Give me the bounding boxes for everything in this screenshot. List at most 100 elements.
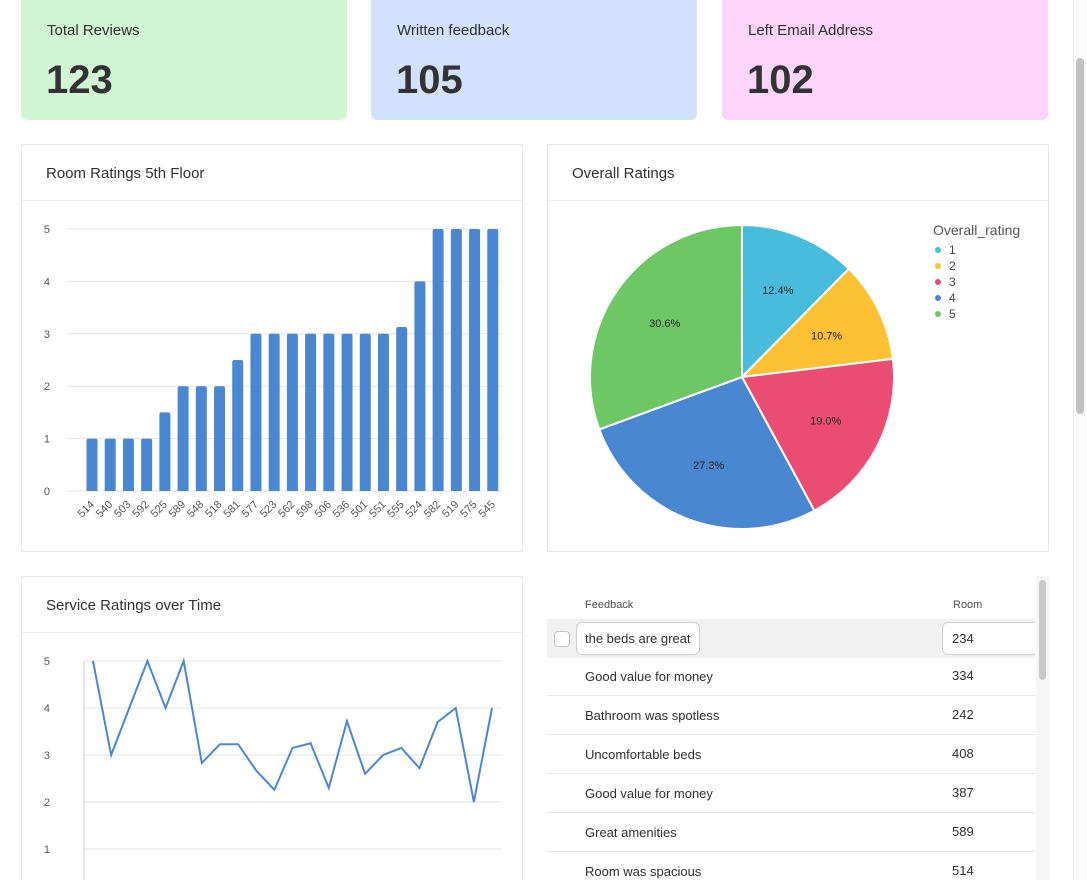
- legend-entry: 1: [949, 243, 956, 257]
- legend-marker: [935, 295, 941, 301]
- slice-label: 27.3%: [693, 460, 724, 472]
- pie-slice: [741, 223, 851, 380]
- room-cell[interactable]: 234: [942, 622, 1035, 655]
- x-tick-label: 581: [221, 499, 242, 520]
- bar: [469, 229, 481, 491]
- bar: [341, 333, 353, 491]
- legend-entry: 5: [949, 307, 956, 321]
- pie-slice: [740, 357, 895, 513]
- panel-divider: [22, 632, 522, 633]
- x-tick-label: 501: [349, 499, 370, 520]
- feedback-cell: Great amenities: [585, 825, 677, 840]
- column-header-room[interactable]: Room: [953, 599, 983, 611]
- slice-label: 30.6%: [649, 318, 680, 330]
- stat-value: 102: [747, 58, 814, 102]
- stat-card-written-feedback: Written feedback 105: [371, 0, 697, 120]
- stat-label: Left Email Address: [748, 22, 874, 39]
- pie-slice: [589, 223, 743, 431]
- table-row[interactable]: the beds are great 234: [547, 619, 1035, 658]
- bar: [268, 333, 280, 491]
- table-row[interactable]: Bathroom was spotless 242: [547, 696, 1035, 735]
- feedback-table: Feedback Room the beds are great 234 Goo…: [547, 576, 1049, 880]
- x-tick-label: 592: [130, 499, 151, 520]
- room-cell: 408: [952, 746, 974, 761]
- legend-title: Overall_rating: [933, 222, 1020, 238]
- overall-ratings-panel: Overall Ratings 12.4% 10.7% 19.0% 27.3% 30.6…: [547, 144, 1049, 552]
- x-tick-label: 536: [331, 499, 352, 520]
- y-tick-label: 5: [44, 656, 50, 668]
- legend-entry: 3: [949, 275, 956, 289]
- bar: [305, 333, 317, 491]
- x-tick-label: 519: [440, 499, 461, 520]
- legend-marker: [935, 247, 941, 253]
- room-ratings-chart: 0123455145405035925255895485185815775235…: [44, 224, 502, 520]
- feedback-cell: Bathroom was spotless: [585, 708, 720, 723]
- bar: [359, 333, 371, 491]
- bar: [323, 333, 335, 491]
- y-tick-label: 2: [44, 797, 50, 809]
- table-row[interactable]: Great amenities 589: [547, 813, 1035, 852]
- x-tick-label: 506: [312, 499, 333, 520]
- x-tick-label: 545: [476, 499, 497, 520]
- feedback-cell[interactable]: the beds are great: [576, 622, 700, 655]
- x-tick-label: 577: [240, 499, 261, 520]
- bar: [377, 333, 389, 491]
- table-scrollbar-thumb[interactable]: [1039, 580, 1046, 680]
- bar: [159, 412, 171, 491]
- stat-label: Written feedback: [397, 22, 510, 39]
- bar: [214, 386, 226, 491]
- bar: [177, 386, 189, 491]
- x-tick-label: 540: [94, 499, 115, 520]
- bar: [414, 281, 426, 491]
- bar: [141, 438, 153, 491]
- overall-ratings-chart: 12.4% 10.7% 19.0% 27.3% 30.6% Overall_rating 1…: [589, 222, 1020, 530]
- feedback-cell: Good value for money: [585, 786, 713, 801]
- room-cell: 514: [952, 863, 974, 878]
- page-scrollbar-thumb[interactable]: [1076, 58, 1084, 414]
- panel-title: Overall Ratings: [572, 165, 675, 182]
- bar: [487, 229, 499, 491]
- feedback-cell: Room was spacious: [585, 864, 702, 879]
- y-tick-label: 5: [44, 224, 50, 236]
- room-cell: 242: [952, 707, 974, 722]
- x-tick-label: 524: [404, 499, 425, 520]
- panel-divider: [22, 200, 522, 201]
- table-row[interactable]: Good value for money 387: [547, 774, 1035, 813]
- x-tick-label: 518: [203, 499, 224, 520]
- bar: [250, 333, 262, 491]
- room-cell: 334: [952, 668, 974, 683]
- stat-value: 105: [396, 58, 463, 102]
- bar: [450, 229, 462, 491]
- legend-entry: 4: [949, 291, 956, 305]
- stat-label: Total Reviews: [47, 22, 140, 39]
- x-tick-label: 514: [76, 499, 97, 520]
- x-tick-label: 582: [422, 499, 443, 520]
- panel-divider: [548, 200, 1048, 201]
- x-tick-label: 548: [185, 499, 206, 520]
- column-header-feedback[interactable]: Feedback: [585, 599, 634, 611]
- legend-entry: 2: [949, 259, 956, 273]
- pie-slice: [598, 375, 816, 530]
- x-tick-label: 555: [385, 499, 406, 520]
- x-tick-label: 589: [167, 499, 188, 520]
- x-tick-label: 551: [367, 499, 388, 520]
- legend-marker: [935, 311, 941, 317]
- bar: [432, 229, 444, 491]
- y-tick-label: 3: [44, 750, 50, 762]
- table-row[interactable]: Room was spacious 514: [547, 852, 1035, 880]
- stat-value: 123: [46, 58, 113, 102]
- table-row[interactable]: Good value for money 334: [547, 657, 1035, 696]
- row-checkbox[interactable]: [554, 631, 570, 647]
- room-cell: 589: [952, 824, 974, 839]
- table-row[interactable]: Uncomfortable beds 408: [547, 735, 1035, 774]
- y-tick-label: 0: [44, 486, 50, 498]
- x-tick-label: 598: [294, 499, 315, 520]
- bar: [104, 438, 116, 491]
- panel-title: Room Ratings 5th Floor: [46, 165, 205, 182]
- series-line: [92, 657, 493, 803]
- bar: [86, 438, 98, 491]
- x-tick-label: 525: [149, 499, 170, 520]
- slice-label: 12.4%: [762, 285, 793, 297]
- x-tick-label: 575: [458, 499, 479, 520]
- feedback-cell: Good value for money: [585, 669, 713, 684]
